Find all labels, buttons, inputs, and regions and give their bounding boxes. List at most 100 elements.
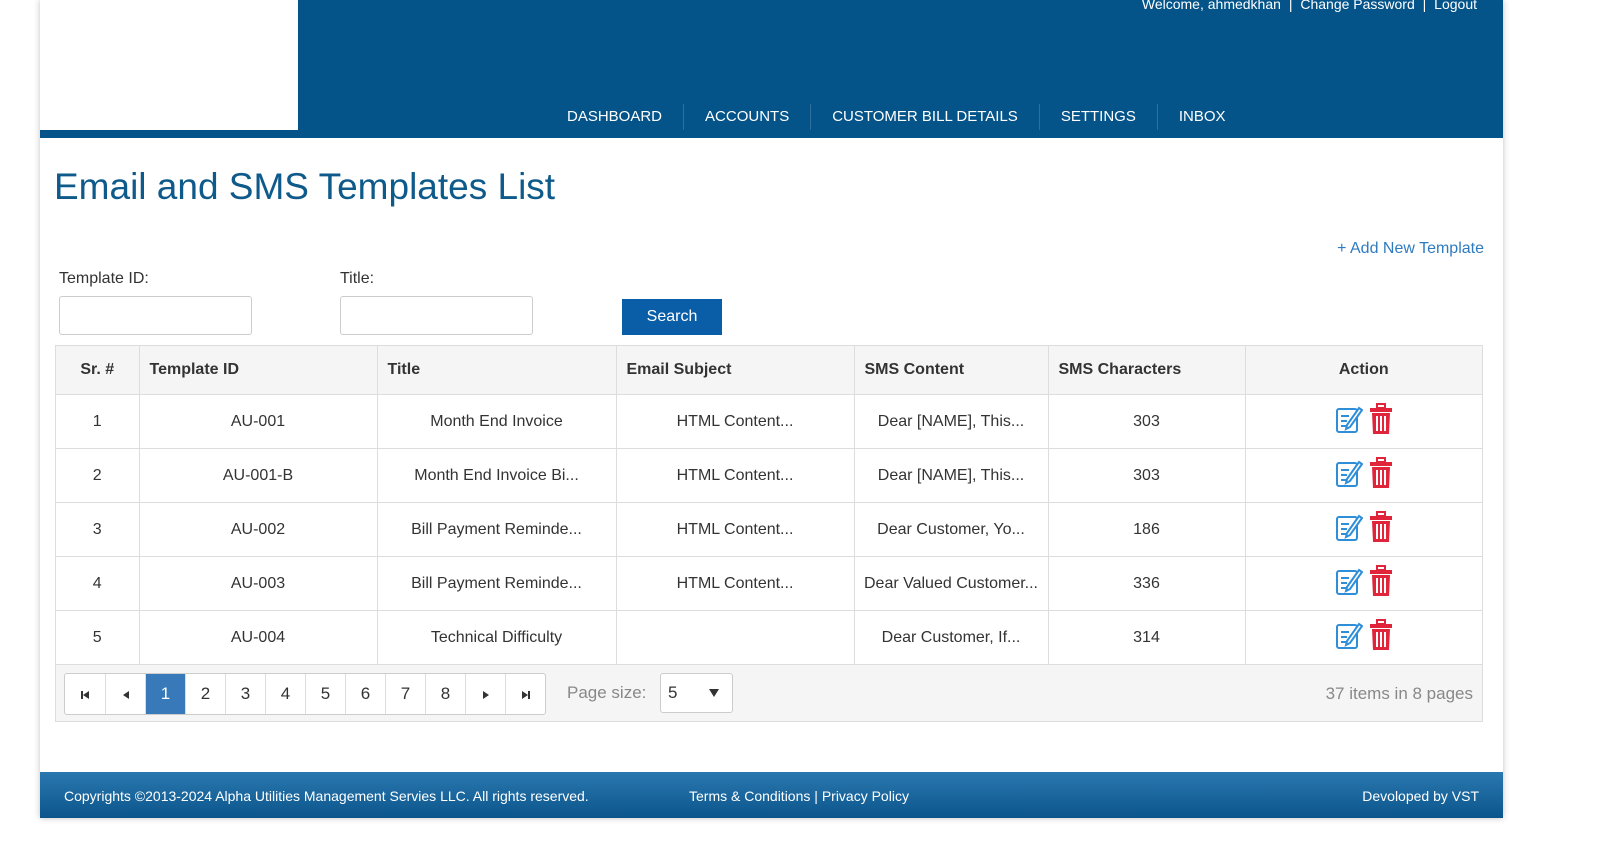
page-button[interactable]: 7 (385, 674, 425, 714)
copyright: Copyrights ©2013-2024 Alpha Utilities Ma… (64, 788, 589, 804)
page-button[interactable]: 4 (265, 674, 305, 714)
table-cell: AU-004 (139, 610, 378, 665)
table-cell: HTML Content... (616, 448, 855, 503)
delete-button[interactable] (1369, 565, 1393, 602)
app-container: Welcome, ahmedkhan | Change Password | L… (40, 0, 1503, 818)
welcome-text: Welcome, ahmedkhan (1141, 0, 1281, 12)
template-id-label: Template ID: (59, 270, 149, 287)
page-button[interactable]: 5 (305, 674, 345, 714)
table-cell: Technical Difficulty (377, 610, 617, 665)
action-cell (1245, 394, 1482, 449)
page-button[interactable]: 6 (345, 674, 385, 714)
pager-icon (482, 690, 489, 699)
table-cell: AU-002 (139, 502, 378, 557)
edit-icon (1335, 568, 1364, 595)
column-header: Sr. # (56, 346, 140, 395)
main-nav: DASHBOARD ACCOUNTS CUSTOMER BILL DETAILS SE… (546, 104, 1247, 130)
page-button[interactable]: 1 (145, 674, 185, 714)
templates-grid: Sr. # Template ID Title Email Subject SMS Co… (55, 345, 1483, 722)
table-row: 5 AU-004 Technical Difficulty Dear Customer… (56, 610, 1482, 665)
footer: Copyrights ©2013-2024 Alpha Utilities Ma… (40, 772, 1503, 818)
delete-button[interactable] (1369, 403, 1393, 440)
table-cell: AU-003 (139, 556, 378, 611)
table-cell: Bill Payment Reminde... (377, 556, 617, 611)
separator: | (814, 788, 818, 804)
table-cell: HTML Content... (616, 394, 855, 449)
nav-item[interactable]: INBOX (1156, 104, 1247, 130)
action-cell (1245, 448, 1482, 503)
privacy-link[interactable]: Privacy Policy (821, 788, 909, 804)
logout-link[interactable]: Logout (1434, 0, 1477, 12)
delete-icon (1369, 619, 1392, 650)
search-button[interactable]: Search (622, 299, 722, 335)
column-header: SMS Content (854, 346, 1049, 395)
page-title: Email and SMS Templates List (54, 166, 556, 207)
dropdown-arrow (709, 689, 719, 697)
table-cell: Dear [NAME], This... (854, 394, 1049, 449)
developer-credit: Devoloped by VST (1362, 788, 1479, 804)
table-cell: 2 (56, 448, 140, 503)
header: Welcome, ahmedkhan | Change Password | L… (40, 0, 1503, 138)
table-cell: Month End Invoice Bi... (377, 448, 617, 503)
delete-icon (1369, 457, 1392, 488)
table-cell: 3 (56, 502, 140, 557)
table-row: 4 AU-003 Bill Payment Reminde... HTML Conte… (56, 556, 1482, 611)
next-page-button[interactable] (465, 674, 505, 714)
edit-icon (1335, 514, 1364, 541)
action-cell (1245, 556, 1482, 611)
page-size-select[interactable]: 5 (660, 673, 733, 713)
template-id-input[interactable] (59, 296, 252, 335)
separator: | (1288, 0, 1293, 12)
header-row: Sr. # Template ID Title Email Subject SMS Co… (56, 346, 1482, 395)
edit-button[interactable] (1335, 620, 1364, 655)
table-cell: 5 (56, 610, 140, 665)
edit-button[interactable] (1335, 566, 1364, 601)
nav-item[interactable]: SETTINGS (1038, 104, 1157, 130)
table-cell: HTML Content... (616, 556, 855, 611)
prev-page-button[interactable] (105, 674, 145, 714)
table-cell (616, 610, 855, 665)
table-cell: 186 (1048, 502, 1246, 557)
table-cell: 303 (1048, 394, 1246, 449)
page-button[interactable]: 3 (225, 674, 265, 714)
add-new-template-link[interactable]: + Add New Template (1337, 240, 1484, 257)
edit-button[interactable] (1335, 404, 1364, 439)
page-button[interactable]: 2 (185, 674, 225, 714)
delete-icon (1369, 511, 1392, 542)
page-button[interactable]: 8 (425, 674, 465, 714)
delete-button[interactable] (1369, 619, 1393, 656)
title-label: Title: (340, 270, 375, 287)
nav-item[interactable]: DASHBOARD (567, 108, 663, 125)
table-row: 3 AU-002 Bill Payment Reminde... HTML Conte… (56, 502, 1482, 557)
edit-icon (1335, 622, 1364, 649)
column-header: Email Subject (616, 346, 855, 395)
pager-summary: 37 items in 8 pages (1325, 684, 1473, 703)
title-input[interactable] (340, 296, 533, 335)
edit-button[interactable] (1335, 512, 1364, 547)
nav-item[interactable]: CUSTOMER BILL DETAILS (810, 104, 1039, 130)
action-cell (1245, 610, 1482, 665)
table-cell: AU-001-B (139, 448, 378, 503)
delete-button[interactable] (1369, 511, 1393, 548)
action-cell (1245, 502, 1482, 557)
templates-table: Sr. # Template ID Title Email Subject SMS Co… (56, 346, 1482, 665)
terms-link[interactable]: Terms & Conditions (689, 788, 811, 804)
table-cell: 314 (1048, 610, 1246, 665)
edit-icon (1335, 406, 1364, 433)
delete-button[interactable] (1369, 457, 1393, 494)
change-password-link[interactable]: Change Password (1300, 0, 1415, 12)
user-links: Welcome, ahmedkhan | Change Password | L… (1140, 0, 1479, 12)
table-cell: Dear Customer, If... (854, 610, 1049, 665)
table-cell: Month End Invoice (377, 394, 617, 449)
delete-icon (1369, 403, 1392, 434)
delete-icon (1369, 565, 1392, 596)
column-header: Action (1245, 346, 1482, 395)
edit-icon (1335, 460, 1364, 487)
nav-item[interactable]: ACCOUNTS (683, 104, 810, 130)
separator: | (1422, 0, 1427, 12)
edit-button[interactable] (1335, 458, 1364, 493)
first-page-button[interactable] (65, 674, 105, 714)
last-page-button[interactable] (505, 674, 545, 714)
